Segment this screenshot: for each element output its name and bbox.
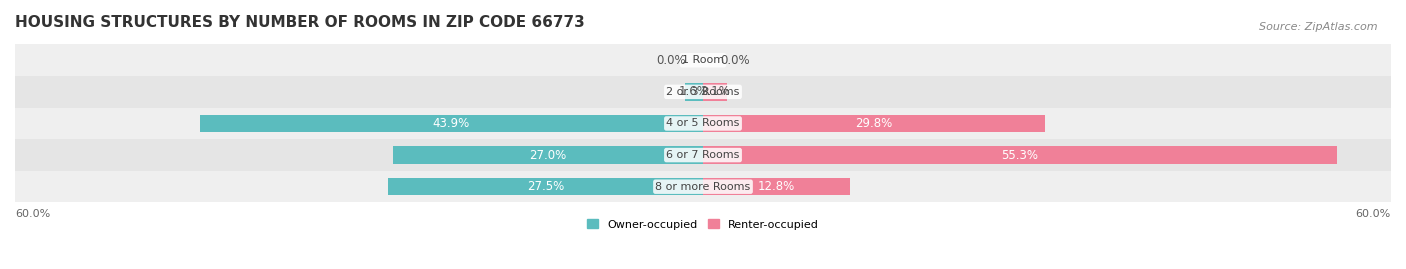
Text: 0.0%: 0.0% [720, 54, 749, 67]
Text: 1.6%: 1.6% [679, 85, 709, 98]
Bar [200, 115, 703, 132]
Text: Source: ZipAtlas.com: Source: ZipAtlas.com [1260, 22, 1378, 31]
Text: 29.8%: 29.8% [855, 117, 893, 130]
Bar [15, 108, 1391, 139]
Text: 6 or 7 Rooms: 6 or 7 Rooms [666, 150, 740, 160]
Bar [15, 76, 1391, 108]
Text: 60.0%: 60.0% [15, 209, 51, 219]
Text: 0.0%: 0.0% [657, 54, 686, 67]
Text: 55.3%: 55.3% [1001, 148, 1039, 162]
Bar [703, 115, 1045, 132]
Bar [703, 146, 1337, 164]
Bar [388, 178, 703, 195]
Bar [685, 83, 703, 101]
Bar [15, 44, 1391, 76]
Text: 2 or 3 Rooms: 2 or 3 Rooms [666, 87, 740, 97]
Text: 60.0%: 60.0% [1355, 209, 1391, 219]
Text: HOUSING STRUCTURES BY NUMBER OF ROOMS IN ZIP CODE 66773: HOUSING STRUCTURES BY NUMBER OF ROOMS IN… [15, 15, 585, 30]
Bar [394, 146, 703, 164]
Bar [703, 178, 849, 195]
Text: 1 Room: 1 Room [682, 55, 724, 65]
Bar [703, 83, 727, 101]
Text: 2.1%: 2.1% [700, 85, 730, 98]
Text: 4 or 5 Rooms: 4 or 5 Rooms [666, 118, 740, 129]
Bar [15, 171, 1391, 203]
Text: 43.9%: 43.9% [433, 117, 470, 130]
Bar [15, 139, 1391, 171]
Text: 27.5%: 27.5% [527, 180, 564, 193]
Text: 12.8%: 12.8% [758, 180, 794, 193]
Text: 8 or more Rooms: 8 or more Rooms [655, 182, 751, 192]
Legend: Owner-occupied, Renter-occupied: Owner-occupied, Renter-occupied [582, 215, 824, 234]
Text: 27.0%: 27.0% [530, 148, 567, 162]
